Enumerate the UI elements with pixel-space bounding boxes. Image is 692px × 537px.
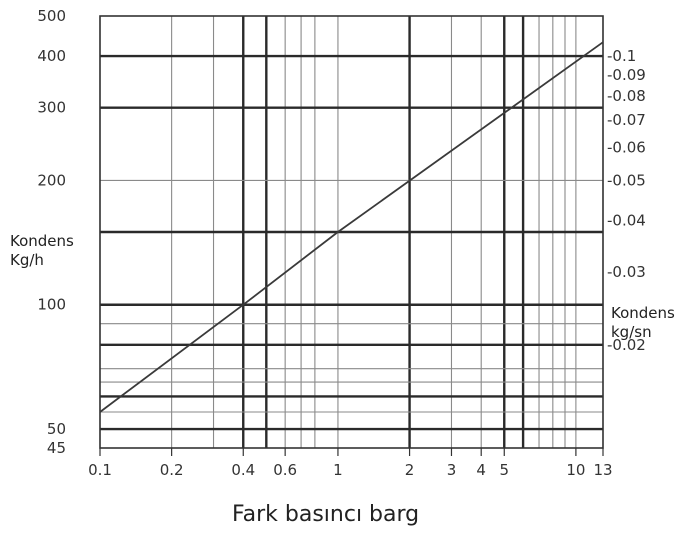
x-tick-label: 2 [405,461,415,479]
x-tick-label: 5 [499,461,509,479]
y2-axis-label-line-1: Kondens [611,304,675,322]
y-tick-label: 300 [37,99,66,117]
x-tick-label: 0.4 [231,461,255,479]
plot-border [99,15,604,449]
y-tick-label: 45 [47,439,66,457]
x-axis-label: Fark basıncı barg [232,502,420,527]
y-tick-label: 50 [47,420,66,438]
x-tick-label: 3 [447,461,457,479]
y2-tick-label: -0.07 [607,111,646,129]
y-tick-label: 400 [37,47,66,65]
series-line [99,41,604,413]
x-axis-ticks: 0.1 0.2 0.4 0.6 1 2 3 4 5 10 13 [88,448,613,479]
y-tick-label: 100 [37,296,66,314]
y2-tick-label: -0.06 [607,139,646,157]
y2-axis-label: Kondens kg/sn [611,304,675,342]
y2-tick-label: -0.03 [607,263,646,281]
y-axis-label: Kondens Kg/h [10,232,74,270]
plot-frame [99,15,604,449]
y2-tick-label: -0.05 [607,171,646,189]
series-group [99,41,604,413]
x-tick-label: 13 [593,461,612,479]
y2-axis-ticks: -0.02 -0.03 -0.04 -0.05 -0.06 -0.07 -0.08 -0.09… [607,47,646,354]
y-tick-label: 200 [37,171,66,189]
x-tick-label: 0.1 [88,461,112,479]
x-tick-label: 0.6 [273,461,297,479]
y2-tick-label: -0.1 [607,47,636,65]
y-axis-label-line-1: Kondens [10,232,74,250]
y2-tick-label: -0.04 [607,211,646,229]
x-tick-label: 1 [333,461,343,479]
y2-tick-label: -0.09 [607,66,646,84]
x-tick-label: 4 [476,461,486,479]
y-axis-label-line-2: Kg/h [10,251,44,269]
grid [99,15,604,449]
y-tick-label: 500 [37,7,66,25]
y2-axis-label-line-2: kg/sn [611,323,652,341]
y2-tick-label: -0.08 [607,87,646,105]
y2-tick-label: -0.02 [607,336,646,354]
x-tick-label: 10 [566,461,585,479]
x-tick-label: 0.2 [160,461,184,479]
